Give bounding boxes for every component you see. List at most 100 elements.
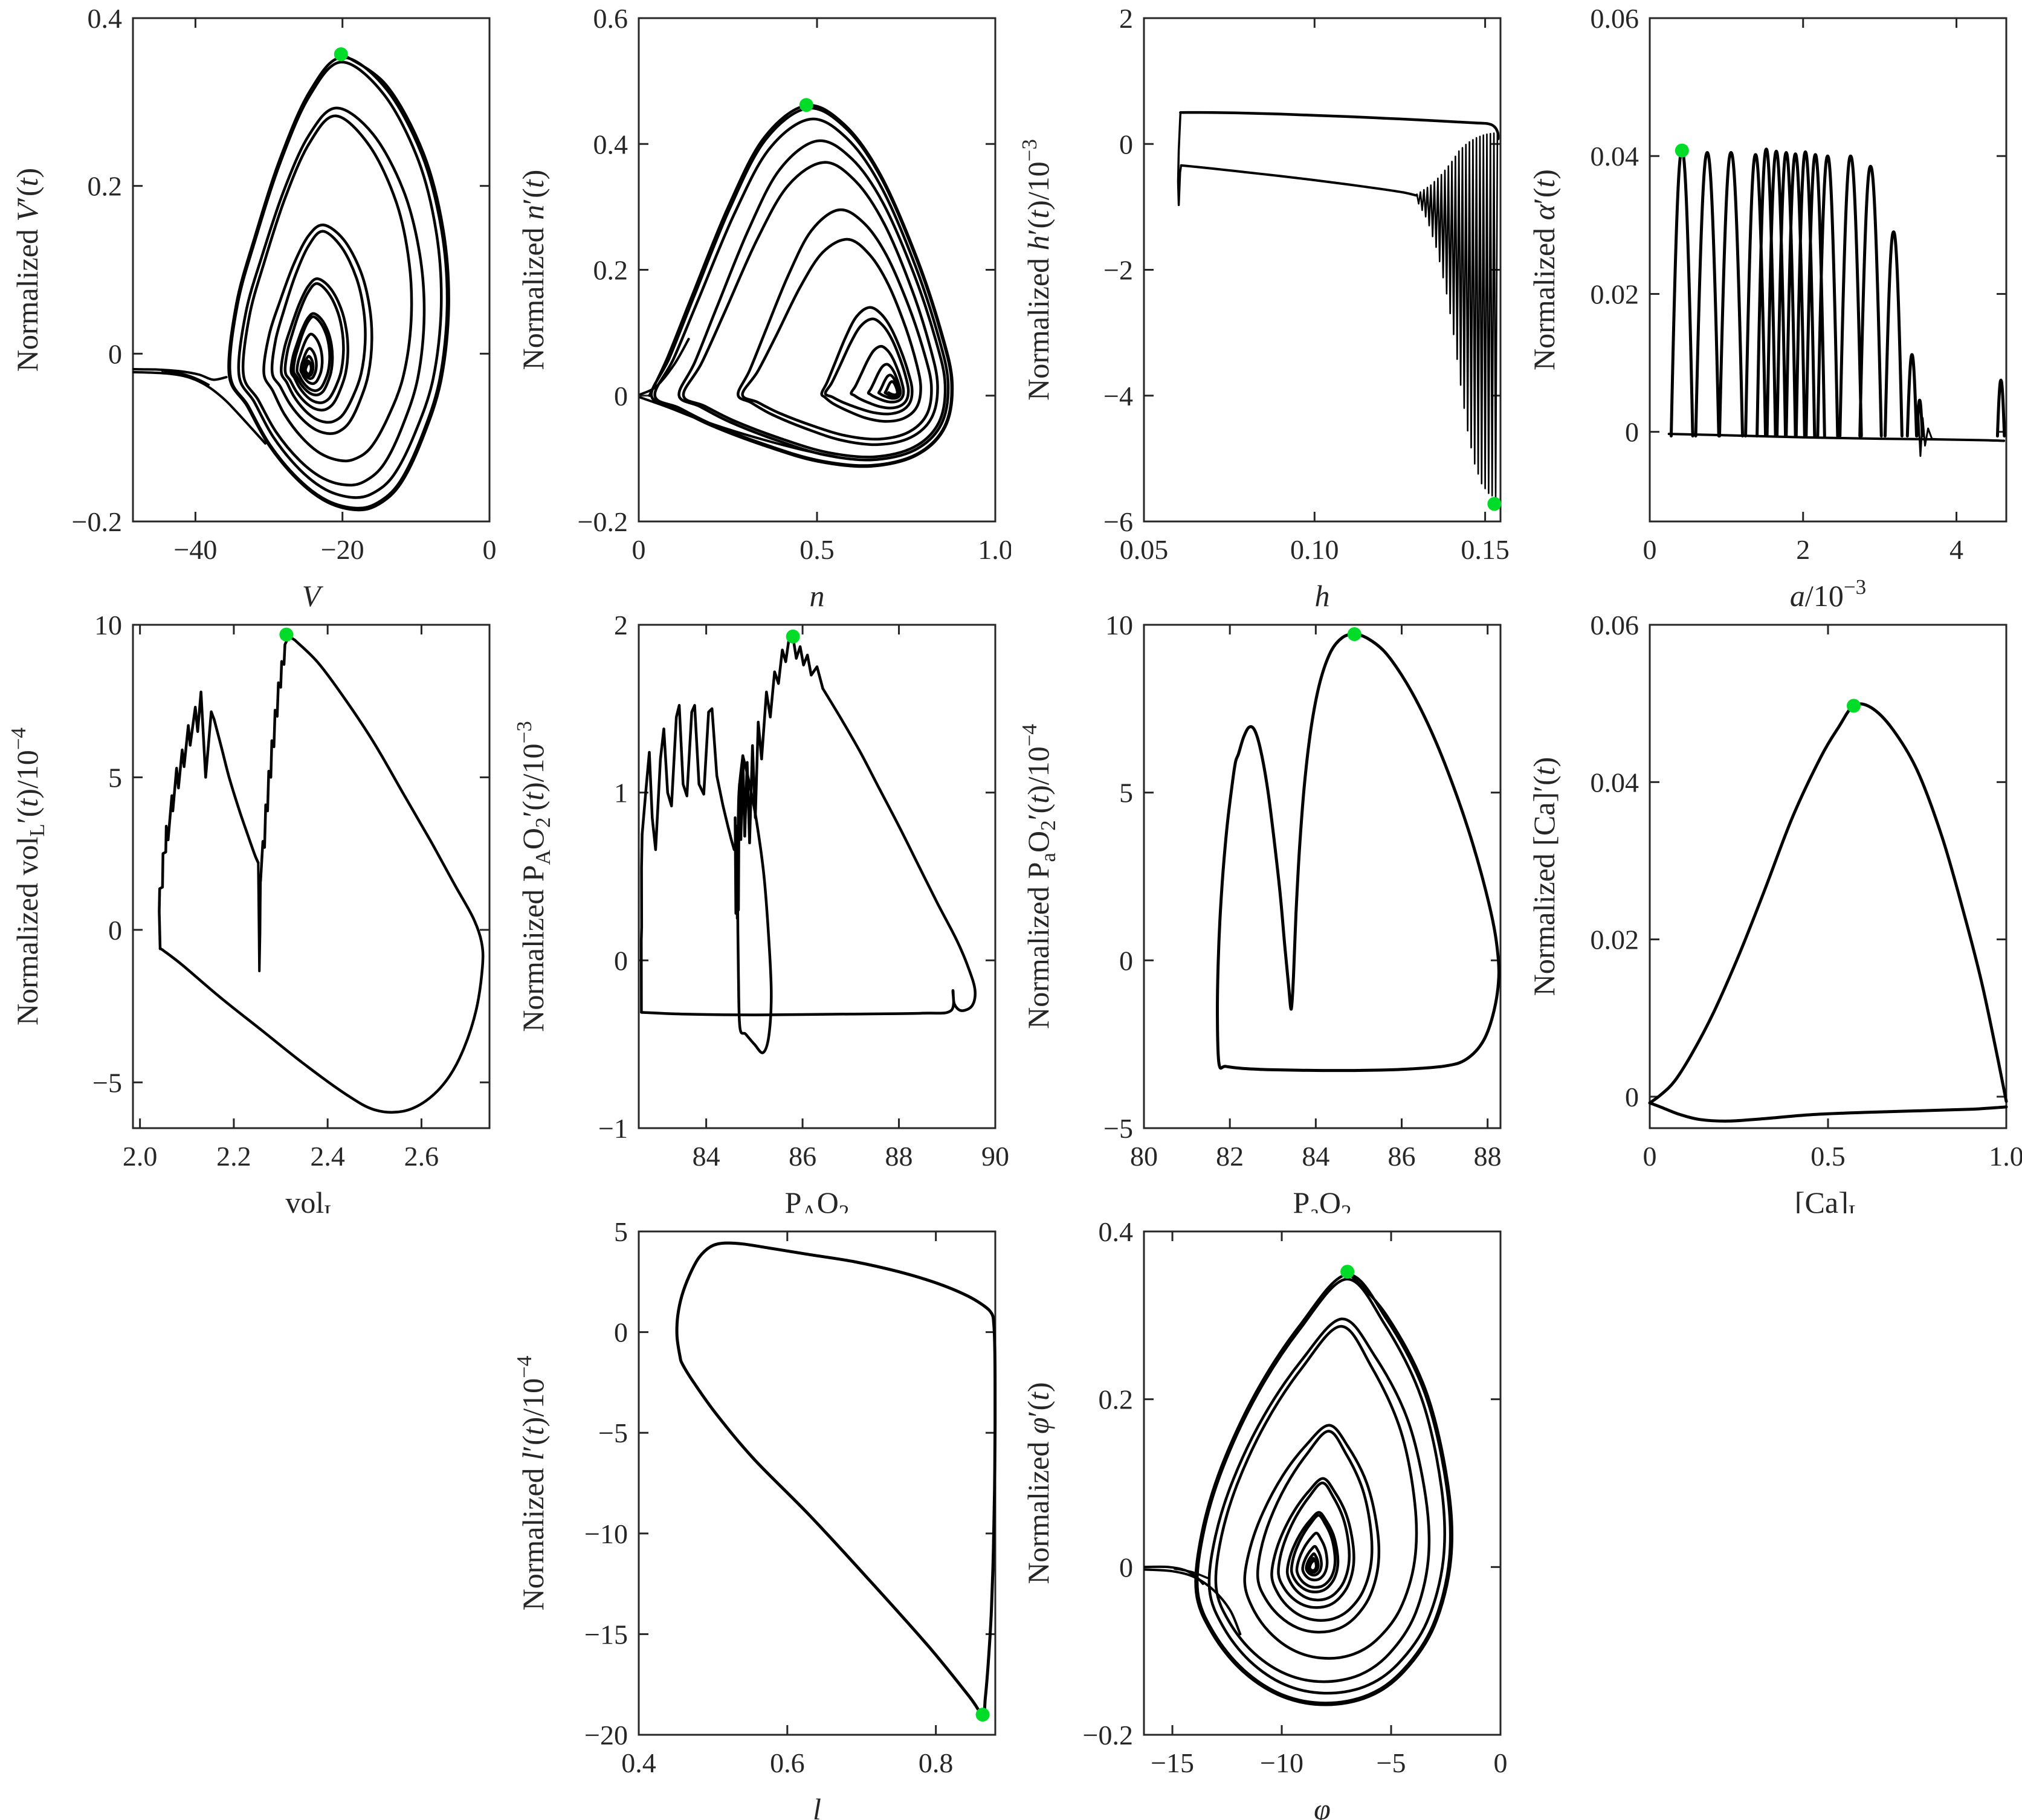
start-point-marker: [1846, 699, 1861, 713]
start-point-marker: [975, 1708, 990, 1722]
y-tick-label: −2: [1103, 255, 1133, 286]
trajectory-curve: [639, 338, 690, 396]
y-tick-label: 0: [1119, 129, 1133, 160]
y-tick-label: −15: [584, 1619, 628, 1650]
trajectory-curve: [1180, 164, 1418, 197]
axes-frame: [132, 624, 491, 1129]
x-axis-label: PAO2: [785, 1186, 850, 1213]
chart-canvas-V-phase: −40 −20 0 −0.2 0 0.2 0.4 V Normalized V′(t): [10, 3, 497, 613]
x-axis-label: PaO2: [1293, 1186, 1352, 1213]
y-tick-label: 5: [614, 1216, 628, 1247]
chart-canvas-PAO2-phase: 84 86 88 90 −1 0 1 2 PAO2 Normalized PAO2′(t)/10−…: [512, 610, 1009, 1224]
trajectory-curve: [1416, 132, 1499, 499]
subplot-l-phase: 0.4 0.6 0.8 −20 −15 −10 −5 0 5 l Normalized l′(t)/…: [506, 1213, 1011, 1820]
chart-canvas-volL-phase: 2.0 2.2 2.4 2.6 −5 0 5 10 volL Normalized volL′(t…: [7, 610, 491, 1224]
y-tick-label: 5: [1119, 778, 1133, 808]
trajectory-curve: [736, 754, 773, 1054]
x-tick-label: 1.0: [1989, 1141, 2022, 1172]
x-tick-label: 2.4: [310, 1141, 345, 1172]
chart-canvas-Ca-phase: 0 0.5 1.0 0 0.02 0.04 0.06 [Ca]L Normalized [Ca]…: [1527, 610, 2022, 1224]
y-tick-label: −1: [598, 1113, 628, 1144]
x-tick-label: 4: [1949, 534, 1963, 565]
axes-frame: [638, 1230, 996, 1736]
start-point-marker: [334, 47, 348, 62]
x-tick-label: 90: [981, 1141, 1009, 1172]
y-tick-label: 0.04: [1591, 767, 1639, 798]
x-tick-label: 0: [1643, 1141, 1657, 1172]
y-axis-label: Normalized PaO2′(t)/10−4: [1018, 724, 1060, 1029]
x-tick-label: 86: [1388, 1141, 1416, 1172]
chart-canvas-PaO2-phase: 80 82 84 86 88 −5 0 5 10 PaO2 Normalized PaO2′(t)/…: [1018, 610, 1502, 1224]
x-tick-label: 0.4: [621, 1747, 656, 1778]
x-axis-label: [Ca]L: [1795, 1186, 1861, 1213]
x-tick-label: 82: [1216, 1141, 1244, 1172]
x-axis-label: volL: [285, 1186, 337, 1213]
x-axis-label: h: [1315, 579, 1330, 607]
chart-canvas-h-phase: 0.05 0.10 0.15 −6 −4 −2 0 2 h Normalized h′(t)/10…: [1018, 3, 1510, 613]
y-tick-label: 0: [1625, 1082, 1639, 1112]
y-tick-label: −0.2: [1083, 1720, 1133, 1751]
trajectory-curve: [675, 1241, 997, 1717]
x-tick-label: 0.5: [799, 534, 835, 565]
y-axis-label: Normalized φ′(t): [1021, 1382, 1055, 1584]
x-tick-label: −5: [1377, 1747, 1406, 1778]
y-tick-label: 0.02: [1591, 925, 1639, 955]
y-tick-label: 0: [614, 945, 628, 976]
trajectory-curve: [1648, 1101, 2008, 1123]
x-axis-label: φ: [1314, 1792, 1331, 1820]
y-axis-label: Normalized volL′(t)/10−4: [7, 728, 49, 1025]
subplot-PaO2-phase: 80 82 84 86 88 −5 0 5 10 PaO2 Normalized PaO2′(t)/…: [1011, 607, 1516, 1224]
y-tick-label: 0.6: [593, 3, 628, 34]
trajectory-curve: [1143, 1568, 1242, 1636]
subplot-phi-phase: −15 −10 −5 0 −0.2 0 0.2 0.4 φ Normalized φ′(t): [1011, 1213, 1516, 1820]
x-tick-label: 80: [1130, 1141, 1158, 1172]
y-tick-label: 0.2: [593, 255, 628, 286]
chart-canvas-phi-phase: −15 −10 −5 0 −0.2 0 0.2 0.4 φ Normalized φ′(t): [1021, 1216, 1508, 1820]
y-tick-label: 0: [108, 338, 122, 369]
y-tick-label: −0.2: [578, 506, 628, 537]
axes-frame: [1649, 17, 2007, 523]
x-tick-label: 88: [1474, 1141, 1502, 1172]
subplot-volL-phase: 2.0 2.2 2.4 2.6 −5 0 5 10 volL Normalized volL′(t…: [0, 607, 505, 1224]
x-tick-label: 0: [1643, 534, 1657, 565]
y-tick-label: 0: [1119, 1552, 1133, 1583]
trajectory-curve: [1177, 111, 1183, 207]
y-tick-label: 1: [614, 778, 628, 808]
x-tick-label: −10: [1260, 1747, 1303, 1778]
trajectory-curve: [227, 53, 450, 512]
x-tick-label: 0.5: [1810, 1141, 1846, 1172]
trajectory-curve: [132, 368, 228, 381]
trajectory-curve: [259, 635, 297, 883]
x-axis-label: n: [810, 579, 825, 607]
trajectory-curve: [648, 104, 954, 468]
x-tick-label: 84: [693, 1141, 720, 1172]
trajectory-curve: [257, 861, 262, 972]
x-tick-label: 0.05: [1120, 534, 1169, 565]
x-tick-label: 2.6: [404, 1141, 439, 1172]
trajectory-curve: [132, 370, 266, 445]
y-tick-label: −5: [1103, 1113, 1133, 1144]
axes-frame: [638, 17, 996, 523]
subplot-V-phase: −40 −20 0 −0.2 0 0.2 0.4 V Normalized V′(t): [0, 0, 505, 613]
x-tick-label: 2: [1796, 534, 1810, 565]
start-point-marker: [1347, 627, 1361, 642]
start-point-marker: [1487, 497, 1502, 511]
chart-canvas-l-phase: 0.4 0.6 0.8 −20 −15 −10 −5 0 5 l Normalized l′(t)/…: [512, 1216, 997, 1820]
x-tick-label: 0.15: [1461, 534, 1510, 565]
x-tick-label: 0: [1494, 1747, 1508, 1778]
y-tick-label: −5: [92, 1067, 122, 1098]
trajectory-curve: [1216, 632, 1500, 1073]
subplot-Ca-phase: 0 0.5 1.0 0 0.02 0.04 0.06 [Ca]L Normalized [Ca]…: [1517, 607, 2022, 1224]
y-tick-label: 2: [1119, 3, 1133, 34]
x-axis-label: a/10−3: [1790, 575, 1866, 607]
y-tick-label: 0.4: [593, 129, 628, 160]
start-point-marker: [279, 627, 294, 642]
y-tick-label: 10: [1105, 610, 1133, 641]
trajectory-curve: [640, 687, 977, 1016]
x-tick-label: −40: [173, 534, 217, 565]
x-tick-label: 0: [483, 534, 497, 565]
x-tick-label: 84: [1302, 1141, 1329, 1172]
start-point-marker: [799, 98, 813, 112]
